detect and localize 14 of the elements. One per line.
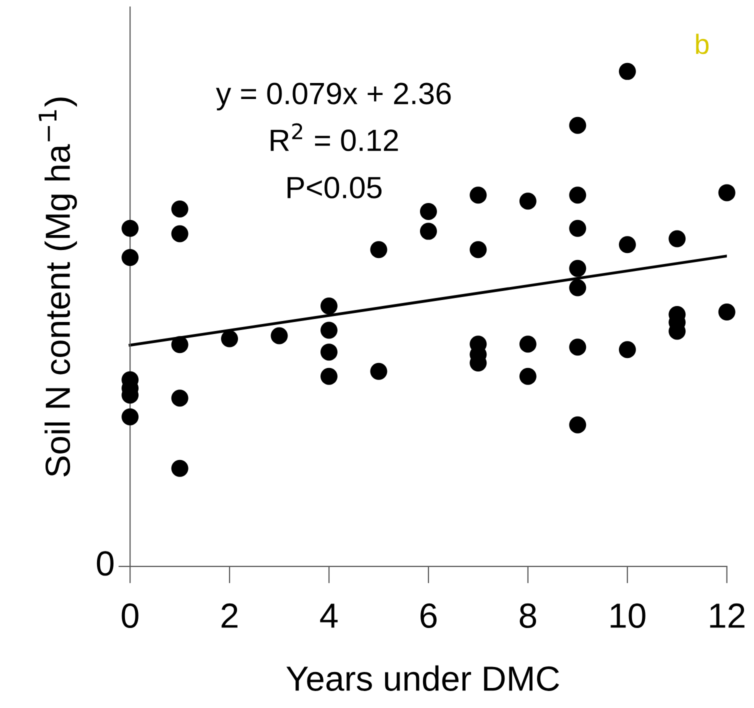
text: b [696, 34, 709, 54]
x-axis-title: Years under DMC [286, 665, 560, 691]
y-axis-title: Soil N content (Mg ha$^{−1}$) [38, 98, 77, 476]
x-tick-label: 2 [222, 603, 238, 628]
x-tick-label: 10 [610, 603, 646, 628]
annotation: R$^{2}$ = 0.12 [270, 123, 398, 152]
x-tick-label: 12 [710, 603, 744, 628]
annotation: P<0.05 [288, 176, 382, 198]
x-tick-label: 8 [520, 603, 536, 628]
annotation: y = 0.079x + 2.36 [216, 82, 451, 110]
x-tick-label: 0 [122, 603, 138, 628]
x-tick-label: 6 [420, 603, 437, 628]
text: 0 [96, 551, 114, 576]
x-tick-label: 4 [320, 604, 338, 628]
